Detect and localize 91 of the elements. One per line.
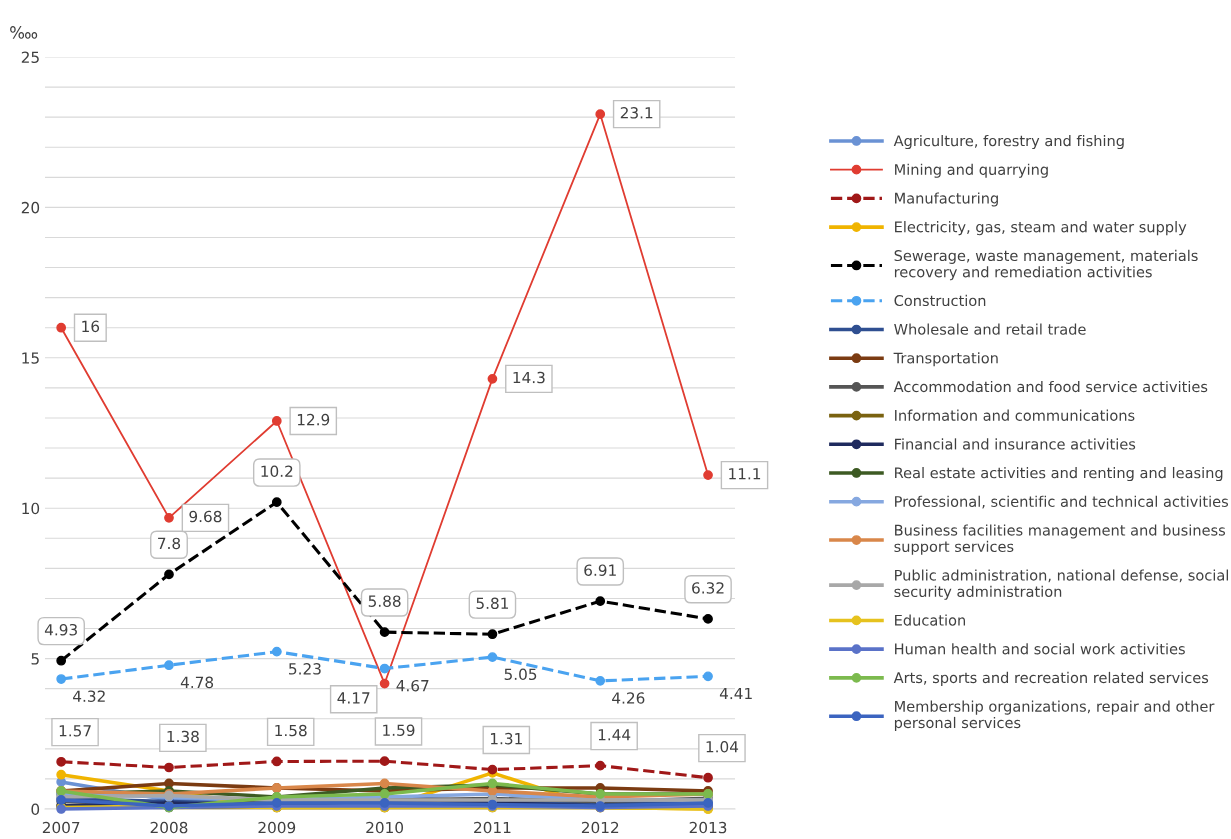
legend-label: Professional, scientific and technical activities — [895, 495, 1229, 509]
data-label: 7.8 — [158, 537, 181, 550]
x-tick-label: 2008 — [150, 821, 188, 834]
point — [271, 756, 282, 767]
legend-label: Financial and insurance activities — [895, 438, 1136, 450]
data-label: 4.32 — [73, 690, 105, 702]
data-label: 1.31 — [490, 732, 522, 745]
point — [487, 373, 498, 384]
data-label: 4.93 — [44, 623, 77, 636]
y-tick-label: 15 — [22, 352, 39, 364]
legend-label: Human health and social work activities — [895, 643, 1185, 655]
legend-label: Arts, sports and recreation related services — [893, 671, 1209, 686]
y-tick-label: 5 — [31, 653, 39, 665]
legend-label: Information and communications — [895, 409, 1135, 421]
legend-label: Construction — [894, 294, 986, 307]
data-label: 6.32 — [692, 582, 724, 594]
legend-label: Real estate activities and renting and leasing — [895, 467, 1223, 482]
data-label: 6.91 — [584, 564, 616, 576]
legend-label: Business facilities management and business support services — [894, 524, 1226, 555]
point — [56, 655, 67, 666]
y-tick-label: 20 — [21, 201, 40, 214]
point — [379, 663, 390, 674]
point — [164, 660, 174, 671]
legend-label: Education — [895, 614, 965, 626]
point — [271, 416, 282, 426]
data-label: 5.05 — [504, 668, 537, 681]
data-label: 1.44 — [598, 729, 631, 741]
point — [487, 652, 498, 662]
data-label: 5.81 — [476, 597, 509, 610]
x-tick-label: 2009 — [258, 821, 296, 834]
data-label: 14.3 — [513, 371, 545, 384]
data-label: 1.57 — [59, 725, 91, 737]
point — [56, 322, 67, 333]
point — [703, 772, 713, 783]
legend-label: Accommodation and food service activities — [893, 380, 1208, 393]
point — [379, 756, 390, 767]
data-label: 23.1 — [620, 107, 653, 119]
legend-label: Public administration, national defense, social security administration — [894, 569, 1228, 600]
legend-label: Transportation — [893, 352, 998, 367]
legend-label: Manufacturing — [895, 192, 998, 207]
data-label: 11.1 — [729, 468, 761, 480]
point — [595, 109, 606, 120]
point — [487, 629, 498, 640]
data-label: 4.17 — [337, 692, 370, 704]
point — [703, 671, 713, 682]
x-tick-label: 2013 — [689, 821, 727, 834]
point — [703, 470, 713, 480]
point — [164, 512, 174, 523]
point — [379, 778, 390, 789]
point — [56, 674, 67, 684]
x-tick-label: 2011 — [474, 821, 511, 834]
x-tick-label: 2007 — [42, 821, 80, 834]
data-label: 1.38 — [167, 730, 199, 743]
data-label: 1.58 — [275, 724, 307, 737]
y-tick-label: 10 — [22, 502, 40, 515]
data-label: 1.59 — [383, 724, 415, 736]
point — [703, 614, 713, 624]
point — [164, 762, 174, 773]
point — [595, 596, 606, 607]
y-axis-title: ‱ — [10, 26, 38, 39]
x-tick-label: 2012 — [581, 821, 619, 834]
legend-label: Agriculture, forestry and fishing — [893, 135, 1124, 150]
y-tick-label: 25 — [21, 51, 39, 64]
legend-label: Wholesale and retail trade — [894, 323, 1086, 335]
data-label: 16 — [82, 320, 100, 333]
data-label: 5.88 — [368, 595, 401, 607]
data-label: 1.04 — [706, 740, 739, 753]
point — [379, 678, 390, 689]
data-label: 4.67 — [396, 679, 429, 692]
legend-label: Mining and quarrying — [895, 163, 1048, 178]
data-label: 5.23 — [289, 663, 321, 675]
point — [164, 569, 174, 580]
point — [595, 675, 606, 686]
data-label: 4.26 — [612, 692, 645, 704]
legend-label: Electricity, gas, steam and water supply — [895, 221, 1187, 236]
data-label: 10.2 — [261, 465, 293, 477]
point — [56, 769, 67, 780]
data-label: 9.68 — [189, 510, 222, 523]
point — [595, 760, 606, 771]
point — [56, 756, 67, 767]
y-tick-label: 0 — [31, 803, 40, 816]
data-label: 4.41 — [719, 687, 752, 700]
data-label: 4.78 — [180, 676, 214, 689]
data-label: 12.9 — [297, 413, 330, 426]
point — [271, 646, 282, 657]
point — [271, 497, 282, 508]
point — [487, 764, 498, 775]
legend-label: Membership organizations, repair and other personal services — [894, 700, 1215, 731]
point — [379, 627, 390, 637]
x-tick-label: 2010 — [366, 821, 404, 834]
legend-label: Sewerage, waste management, materials recovery and remediation activities — [894, 249, 1198, 281]
